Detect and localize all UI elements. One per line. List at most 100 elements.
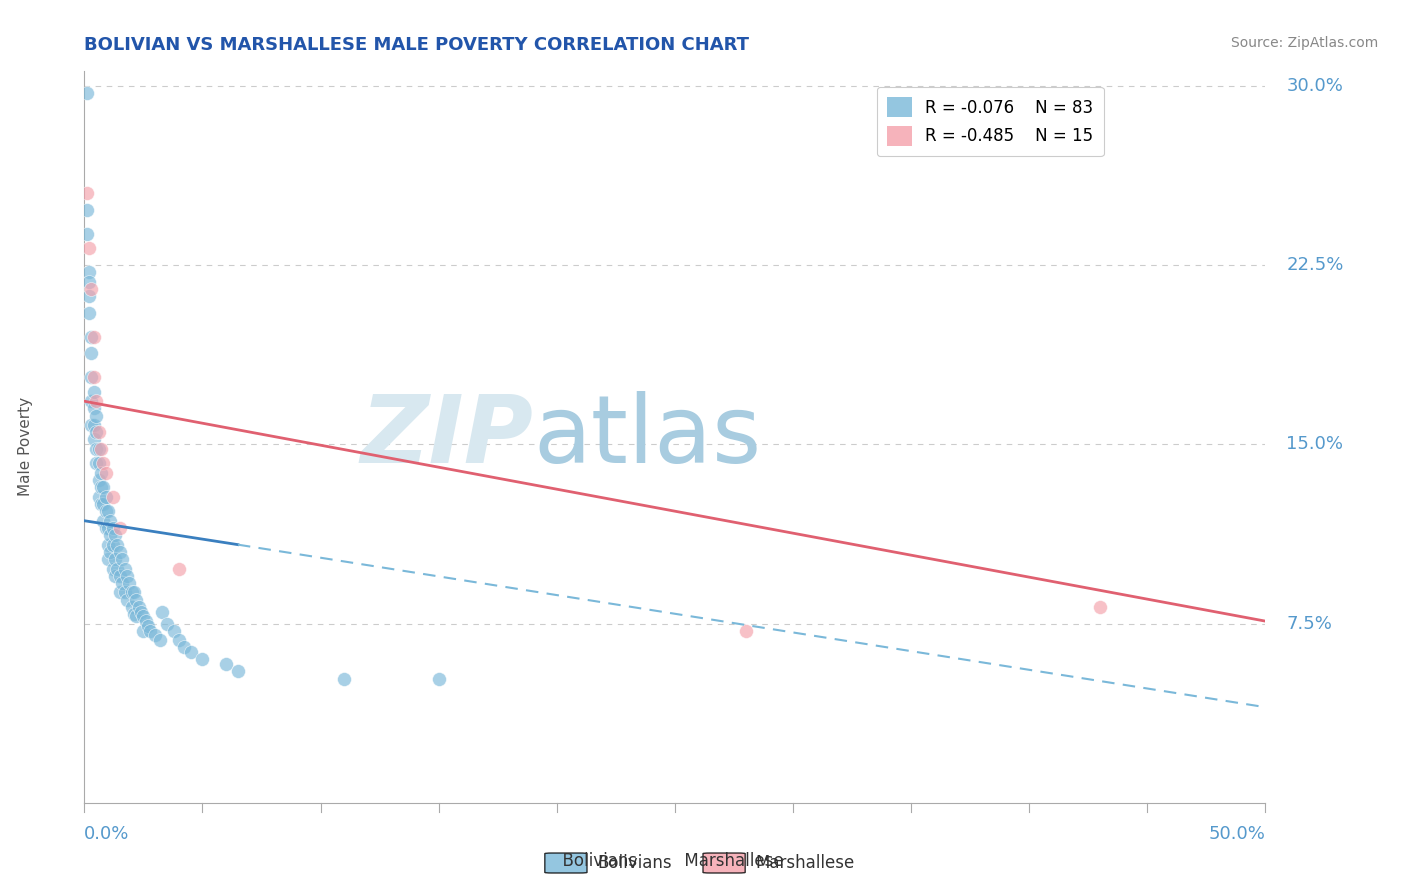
Point	[80, 394, 103, 409]
Point	[80, 346, 103, 360]
Point	[84, 442, 107, 456]
Point	[104, 568, 127, 582]
Point	[121, 599, 143, 614]
Text: Male Poverty: Male Poverty	[18, 396, 32, 496]
Point	[135, 614, 157, 628]
Point	[128, 599, 150, 614]
Point	[91, 480, 114, 494]
Point	[91, 514, 114, 528]
Point	[77, 275, 100, 289]
Point	[104, 552, 127, 566]
Point	[101, 538, 124, 552]
Point	[101, 490, 124, 504]
Point	[87, 456, 110, 470]
Point	[115, 592, 138, 607]
Text: ZIP: ZIP	[360, 391, 533, 483]
Point	[76, 227, 98, 241]
Legend: R = -0.076    N = 83, R = -0.485    N = 15: R = -0.076 N = 83, R = -0.485 N = 15	[877, 87, 1104, 156]
Point	[90, 466, 112, 480]
Point	[115, 568, 138, 582]
Point	[139, 624, 162, 638]
Point	[163, 624, 186, 638]
Point	[156, 616, 179, 631]
Point	[77, 241, 100, 255]
Point	[80, 418, 103, 433]
Point	[108, 585, 131, 599]
Point	[91, 456, 114, 470]
Text: Marshallese: Marshallese	[756, 854, 855, 872]
Point	[77, 306, 100, 320]
Point	[136, 619, 159, 633]
Point	[97, 521, 120, 535]
Point	[84, 394, 107, 409]
Point	[333, 672, 356, 686]
Point	[122, 585, 145, 599]
Point	[1088, 599, 1111, 614]
Point	[132, 624, 155, 638]
FancyBboxPatch shape	[544, 853, 588, 873]
Point	[180, 645, 202, 659]
Point	[107, 561, 129, 575]
Text: BOLIVIAN VS MARSHALLESE MALE POVERTY CORRELATION CHART: BOLIVIAN VS MARSHALLESE MALE POVERTY COR…	[84, 36, 749, 54]
Point	[83, 433, 105, 447]
Point	[97, 552, 120, 566]
Point	[94, 466, 117, 480]
Point	[149, 633, 172, 648]
Point	[226, 665, 249, 679]
Point	[143, 628, 166, 642]
Point	[83, 329, 105, 343]
Point	[97, 538, 120, 552]
Point	[173, 640, 195, 655]
Point	[76, 86, 98, 100]
Text: 22.5%: 22.5%	[1286, 256, 1344, 274]
Point	[87, 490, 110, 504]
Point	[90, 442, 112, 456]
Point	[167, 561, 190, 575]
Point	[94, 490, 117, 504]
Point	[84, 409, 107, 423]
FancyBboxPatch shape	[703, 853, 745, 873]
Point	[121, 585, 143, 599]
Point	[150, 605, 173, 619]
Point	[80, 329, 103, 343]
Point	[94, 521, 117, 535]
Point	[125, 592, 148, 607]
Point	[101, 521, 124, 535]
Point	[129, 605, 152, 619]
Point	[90, 497, 112, 511]
Point	[101, 561, 124, 575]
Text: 7.5%: 7.5%	[1286, 615, 1333, 632]
Point	[427, 672, 450, 686]
Text: 0.0%: 0.0%	[84, 825, 129, 843]
Point	[76, 202, 98, 217]
Point	[98, 528, 121, 542]
Point	[132, 609, 155, 624]
Point	[114, 561, 136, 575]
Point	[87, 473, 110, 487]
Text: Bolivians: Bolivians	[598, 854, 672, 872]
Point	[84, 425, 107, 440]
Text: atlas: atlas	[533, 391, 762, 483]
Point	[83, 370, 105, 384]
Point	[111, 575, 134, 590]
Text: Bolivians         Marshallese: Bolivians Marshallese	[510, 852, 783, 870]
Point	[77, 265, 100, 279]
Point	[83, 401, 105, 416]
Point	[734, 624, 756, 638]
Point	[91, 497, 114, 511]
Point	[107, 538, 129, 552]
Point	[87, 442, 110, 456]
Point	[90, 480, 112, 494]
Point	[114, 585, 136, 599]
Point	[83, 384, 105, 399]
Point	[191, 652, 214, 666]
Text: 15.0%: 15.0%	[1286, 435, 1344, 453]
Point	[122, 607, 145, 621]
Point	[80, 370, 103, 384]
Point	[125, 609, 148, 624]
Point	[98, 545, 121, 559]
Text: 50.0%: 50.0%	[1209, 825, 1265, 843]
Point	[76, 186, 98, 201]
Point	[98, 514, 121, 528]
Point	[108, 521, 131, 535]
